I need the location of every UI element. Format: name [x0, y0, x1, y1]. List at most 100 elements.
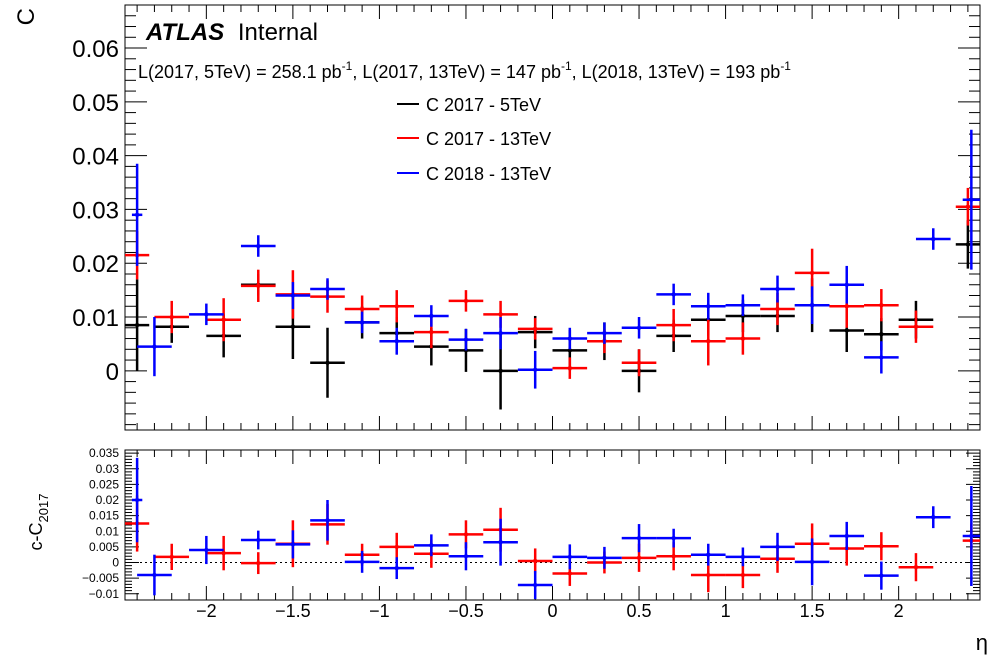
top-series-data-point — [498, 330, 503, 336]
ratio-series-data-point — [394, 565, 399, 571]
top-series-data-point — [169, 314, 174, 320]
top-ylabel: C — [13, 8, 40, 25]
top-series-data-point — [325, 286, 330, 292]
ratio-series-data-point — [879, 573, 884, 578]
ratio-series-data-point — [671, 554, 676, 559]
top-series-data-point — [429, 313, 434, 319]
ratio-series-data-point — [256, 560, 261, 566]
ratio-series-data-point — [636, 535, 642, 541]
top-ytick-label: 0 — [106, 359, 119, 386]
ratio-series-data-point — [359, 559, 365, 565]
experiment-label-line: ATLAS Internal — [145, 19, 318, 46]
ratio-series-data-point — [969, 533, 974, 539]
top-series-data-point — [221, 317, 226, 322]
ratio-xtick-label: 0 — [547, 601, 557, 621]
ratio-ytick-label: 0.015 — [89, 509, 119, 523]
top-series-data-point — [256, 283, 261, 289]
top-series-data-point — [740, 302, 746, 308]
legend-label-2018-13tev: C 2018 - 13TeV — [426, 164, 551, 184]
ratio-series-data-point — [879, 544, 884, 549]
ratio-series-data-point — [931, 514, 936, 520]
top-series-data-point — [636, 360, 642, 365]
ratio-series-data-point — [134, 497, 140, 503]
top-ytick-label: 0.05 — [72, 90, 119, 117]
top-series-data-point — [394, 304, 399, 309]
ratio-series-data-point — [706, 552, 711, 557]
ratio-series-data-point — [740, 554, 746, 560]
top-series-data-point — [969, 197, 974, 202]
top-series-data-point — [463, 298, 469, 304]
data-layer — [125, 129, 980, 600]
ratio-series-data-point — [809, 559, 815, 565]
top-series-data-point — [532, 326, 538, 332]
top-ytick-label: 0.02 — [72, 251, 119, 278]
ratio-series-data-point — [290, 542, 296, 547]
ratio-series-data-point — [532, 558, 538, 564]
ratio-series-data-point — [152, 572, 157, 578]
top-series-data-point — [740, 336, 746, 341]
ratio-ytick-label: 0.02 — [96, 493, 120, 507]
ratio-xtick-label: 1.5 — [800, 601, 825, 621]
top-series-data-point — [809, 270, 815, 276]
ratio-series-data-point — [394, 544, 399, 550]
top-series-data-point — [152, 344, 157, 349]
ratio-series-data-point — [913, 564, 919, 570]
top-series-data-point — [290, 293, 296, 298]
ratio-series-data-point — [844, 533, 849, 539]
ratio-series-data-point — [567, 554, 573, 560]
top-series-data-point — [965, 204, 971, 209]
ratio-ytick-label: 0 — [112, 556, 119, 570]
ratio-ytick-label: 0.01 — [96, 524, 120, 538]
ratio-series-data-point — [532, 582, 538, 588]
top-series-data-point — [879, 332, 884, 337]
ratio-xtick-label: −1.5 — [275, 601, 311, 621]
ratio-series-data-point — [602, 555, 607, 561]
ratio-ytick-label: 0.005 — [89, 540, 119, 554]
top-series-data-point — [325, 360, 330, 365]
ratio-series-data-point — [775, 544, 780, 550]
top-series-data-point — [359, 306, 365, 312]
top-series-data-point — [879, 355, 884, 360]
top-series-data-point — [706, 339, 711, 344]
legend-label-2017-13tev: C 2017 - 13TeV — [426, 129, 551, 149]
ratio-series-data-point — [325, 518, 330, 523]
lumi-part-1: L(2017, 5TeV) = 258.1 pb — [138, 62, 342, 82]
ratio-series-data-point — [706, 572, 711, 578]
top-series-data-point — [879, 302, 884, 308]
ratio-series-data-point — [636, 555, 642, 561]
top-series-data-point — [134, 212, 140, 218]
ratio-series-data-point — [169, 554, 174, 560]
top-series-data-point — [498, 312, 503, 317]
top-series-data-point — [394, 339, 399, 344]
ratio-ylabel: c-C2017 — [26, 494, 51, 551]
top-ytick-label: 0.01 — [72, 305, 119, 332]
ratio-series-data-point — [429, 543, 434, 548]
top-series-data-point — [359, 320, 365, 325]
top-series-data-point — [567, 365, 573, 371]
top-ytick-label: 0.03 — [72, 197, 119, 224]
top-series-data-point — [636, 325, 642, 330]
top-series-data-point — [844, 328, 849, 333]
top-series-data-point — [809, 302, 815, 308]
top-ytick-label: 0.04 — [72, 144, 119, 171]
ratio-xtick-label: 0.5 — [627, 601, 652, 621]
ratio-series-data-point — [740, 572, 746, 578]
top-series-data-point — [931, 236, 936, 242]
ratio-ytick-label: −0.01 — [89, 587, 120, 601]
lumi-exp-3: -1 — [780, 59, 791, 73]
ratio-xtick-label: −2 — [196, 601, 217, 621]
ratio-series-data-point — [463, 532, 469, 537]
ratio-ylabel-main: c-C — [26, 522, 46, 550]
x-axis-label: η — [976, 630, 988, 655]
ratio-xtick-label: −1 — [369, 601, 390, 621]
experiment-label: ATLAS — [145, 19, 224, 46]
top-series-data-point — [844, 304, 849, 309]
ratio-xtick-label: −0.5 — [448, 601, 484, 621]
top-series-data-point — [429, 329, 434, 335]
lumi-part-3: , L(2018, 13TeV) = 193 pb — [572, 62, 781, 82]
ratio-series-data-point — [498, 539, 503, 545]
legend: C 2017 - 5TeV C 2017 - 13TeV C 2018 - 13… — [397, 95, 551, 184]
top-series-data-point — [532, 367, 538, 372]
ratio-ylabel-sub: 2017 — [36, 494, 51, 523]
